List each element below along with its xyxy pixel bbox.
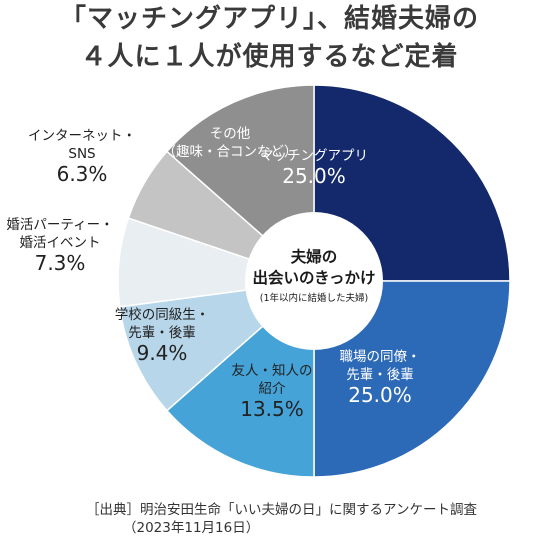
- slice-label-4-line-2: 先輩・後輩: [128, 325, 196, 341]
- slice-value-2: 25.0%: [348, 383, 412, 407]
- slice-label-5-line-1: 婚活パーティー・: [6, 217, 113, 233]
- slice-value-6: 6.3%: [57, 162, 108, 186]
- slice-label-6-line-1: インターネット・: [28, 128, 136, 144]
- pie-slice-1: [313, 84, 511, 282]
- slice-label-7-line-2: （趣味・合コンなど）: [163, 144, 298, 160]
- center-label-line-3: (1年以内に結婚した夫婦): [260, 292, 368, 304]
- center-label-line-2: 出会いのきっかけ: [253, 268, 376, 287]
- slice-value-4: 9.4%: [137, 341, 188, 365]
- source-line-1: ［出典］明治安田生命「いい夫婦の日」に関するアンケート調査: [86, 502, 477, 518]
- slice-label-4-line-1: 学校の同級生・: [115, 306, 210, 323]
- slice-value-3: 13.5%: [240, 397, 304, 421]
- slice-label-2-line-1: 職場の同僚・: [340, 349, 421, 365]
- slice-label-3-line-2: 紹介: [259, 381, 286, 397]
- slice-label-5-line-2: 婚活イベント: [20, 235, 101, 251]
- center-hole: [245, 212, 383, 350]
- chart-title-line-1: 「マッチングアプリ」、結婚夫婦の: [59, 4, 479, 34]
- slice-labels: マッチングアプリ25.0%職場の同僚・先輩・後輩25.0%友人・知人の紹介13.…: [6, 126, 420, 421]
- slice-label-6-line-2: SNS: [68, 146, 95, 162]
- chart-title-line-2: ４人に１人が使用するなど定着: [80, 42, 459, 72]
- slice-label-2-line-2: 先輩・後輩: [346, 367, 414, 383]
- pie-slice-2: [313, 280, 511, 478]
- source-line-2: （2023年11月16日）: [123, 520, 260, 536]
- slice-label-1-line-1: マッチングアプリ: [260, 148, 368, 164]
- slice-value-5: 7.3%: [35, 251, 86, 275]
- slice-label-7-line-1: その他: [210, 126, 251, 142]
- center-label-line-1: 夫婦の: [291, 247, 338, 266]
- slice-label-3-line-1: 友人・知人の: [232, 362, 313, 379]
- slice-value-1: 25.0%: [282, 164, 346, 188]
